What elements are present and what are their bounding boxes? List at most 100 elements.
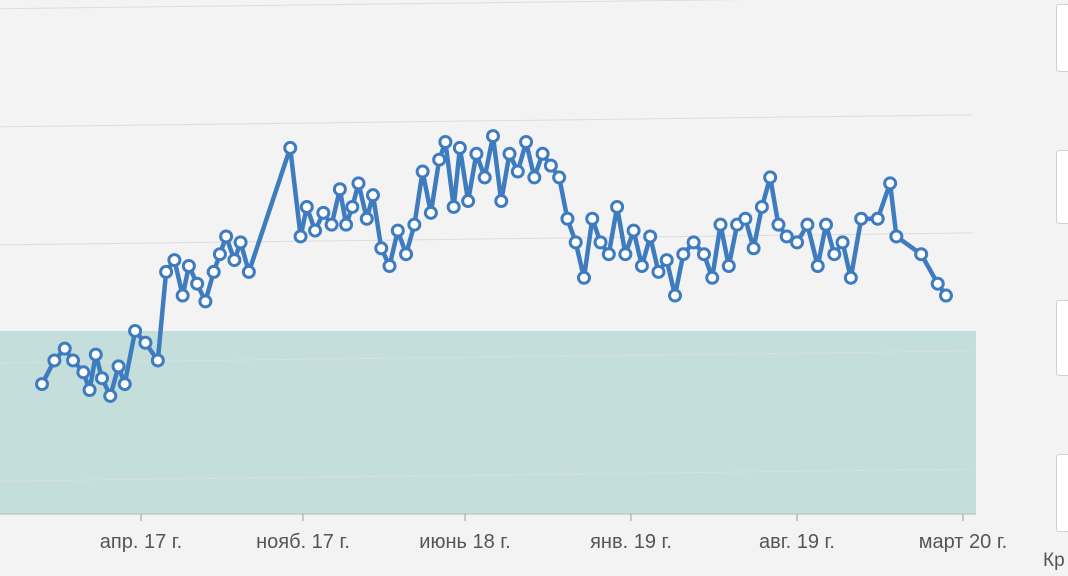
data-point[interactable] bbox=[233, 235, 248, 250]
data-point[interactable] bbox=[843, 270, 858, 285]
data-point[interactable] bbox=[212, 247, 227, 262]
data-point[interactable] bbox=[432, 152, 447, 167]
data-point[interactable] bbox=[461, 194, 476, 209]
data-point[interactable] bbox=[696, 247, 711, 262]
data-point[interactable] bbox=[399, 247, 414, 262]
data-point[interactable] bbox=[763, 170, 778, 185]
data-point[interactable] bbox=[117, 377, 132, 392]
data-point[interactable] bbox=[415, 164, 430, 179]
data-point[interactable] bbox=[510, 164, 525, 179]
data-point[interactable] bbox=[738, 211, 753, 226]
data-point[interactable] bbox=[407, 217, 422, 232]
data-point[interactable] bbox=[181, 259, 196, 273]
data-point[interactable] bbox=[754, 199, 769, 214]
data-point[interactable] bbox=[469, 146, 484, 161]
data-point[interactable] bbox=[485, 129, 500, 144]
data-point[interactable] bbox=[601, 247, 616, 262]
data-point[interactable] bbox=[76, 365, 91, 380]
data-point[interactable] bbox=[721, 259, 736, 273]
data-point[interactable] bbox=[206, 264, 221, 279]
data-point[interactable] bbox=[810, 259, 825, 273]
data-point[interactable] bbox=[88, 347, 103, 362]
data-point[interactable] bbox=[345, 199, 360, 214]
data-point[interactable] bbox=[889, 229, 904, 244]
data-point[interactable] bbox=[771, 217, 786, 232]
data-point[interactable] bbox=[676, 247, 691, 262]
data-point[interactable] bbox=[241, 264, 256, 279]
data-point[interactable] bbox=[359, 211, 374, 226]
data-point[interactable] bbox=[150, 353, 165, 368]
data-point[interactable] bbox=[870, 211, 885, 226]
data-point[interactable] bbox=[535, 146, 550, 161]
data-point[interactable] bbox=[634, 259, 649, 273]
data-point[interactable] bbox=[626, 223, 641, 238]
data-point[interactable] bbox=[57, 341, 72, 356]
data-point[interactable] bbox=[585, 211, 600, 226]
data-point[interactable] bbox=[138, 335, 153, 350]
data-point[interactable] bbox=[35, 377, 49, 392]
data-point[interactable] bbox=[576, 270, 591, 285]
data-point[interactable] bbox=[293, 229, 308, 244]
data-point[interactable] bbox=[519, 135, 534, 149]
data-point[interactable] bbox=[494, 194, 509, 209]
data-point[interactable] bbox=[930, 276, 945, 291]
data-point[interactable] bbox=[299, 199, 314, 214]
data-point[interactable] bbox=[543, 158, 558, 173]
data-point[interactable] bbox=[94, 371, 109, 386]
data-point[interactable] bbox=[819, 217, 834, 232]
data-point[interactable] bbox=[190, 276, 205, 291]
data-point[interactable] bbox=[82, 383, 97, 397]
data-point[interactable] bbox=[423, 205, 438, 220]
data-point[interactable] bbox=[103, 388, 118, 403]
data-point[interactable] bbox=[167, 253, 182, 268]
data-point[interactable] bbox=[283, 140, 298, 155]
data-point[interactable] bbox=[128, 323, 143, 338]
data-point[interactable] bbox=[643, 229, 658, 244]
data-point[interactable] bbox=[308, 223, 323, 238]
data-point[interactable] bbox=[835, 235, 850, 250]
data-point[interactable] bbox=[227, 253, 242, 268]
side-control-3[interactable] bbox=[1056, 300, 1068, 376]
data-point[interactable] bbox=[446, 199, 461, 214]
data-point[interactable] bbox=[552, 170, 567, 185]
data-point[interactable] bbox=[610, 199, 625, 214]
side-control-1[interactable] bbox=[1056, 4, 1068, 72]
data-point[interactable] bbox=[914, 247, 929, 262]
data-point[interactable] bbox=[854, 211, 869, 226]
data-point[interactable] bbox=[47, 353, 62, 368]
data-point[interactable] bbox=[527, 170, 542, 185]
data-point[interactable] bbox=[827, 247, 842, 262]
data-point[interactable] bbox=[219, 229, 234, 244]
data-point[interactable] bbox=[351, 176, 366, 191]
data-point[interactable] bbox=[790, 235, 805, 250]
data-point[interactable] bbox=[438, 135, 453, 149]
data-point[interactable] bbox=[618, 247, 633, 262]
data-point[interactable] bbox=[66, 353, 81, 368]
data-point[interactable] bbox=[705, 270, 720, 285]
data-point[interactable] bbox=[883, 176, 898, 191]
data-point[interactable] bbox=[390, 223, 405, 238]
data-point[interactable] bbox=[332, 182, 347, 197]
data-point[interactable] bbox=[593, 235, 608, 250]
data-point[interactable] bbox=[659, 253, 674, 268]
data-point[interactable] bbox=[316, 205, 331, 220]
data-point[interactable] bbox=[175, 288, 190, 303]
data-point[interactable] bbox=[198, 294, 213, 309]
side-control-2[interactable] bbox=[1056, 150, 1068, 224]
data-point[interactable] bbox=[668, 288, 683, 303]
data-point[interactable] bbox=[651, 264, 666, 279]
data-point[interactable] bbox=[365, 188, 380, 203]
data-point[interactable] bbox=[568, 235, 583, 250]
data-point[interactable] bbox=[746, 241, 761, 256]
data-point[interactable] bbox=[382, 259, 397, 273]
data-point[interactable] bbox=[800, 217, 815, 232]
data-point[interactable] bbox=[374, 241, 389, 256]
data-point[interactable] bbox=[502, 146, 517, 161]
data-point[interactable] bbox=[339, 217, 354, 232]
side-control-4[interactable] bbox=[1056, 454, 1068, 532]
data-point[interactable] bbox=[779, 229, 794, 244]
data-point[interactable] bbox=[686, 235, 701, 250]
data-point[interactable] bbox=[159, 264, 174, 279]
data-point[interactable] bbox=[111, 359, 126, 374]
data-point[interactable] bbox=[560, 211, 575, 226]
